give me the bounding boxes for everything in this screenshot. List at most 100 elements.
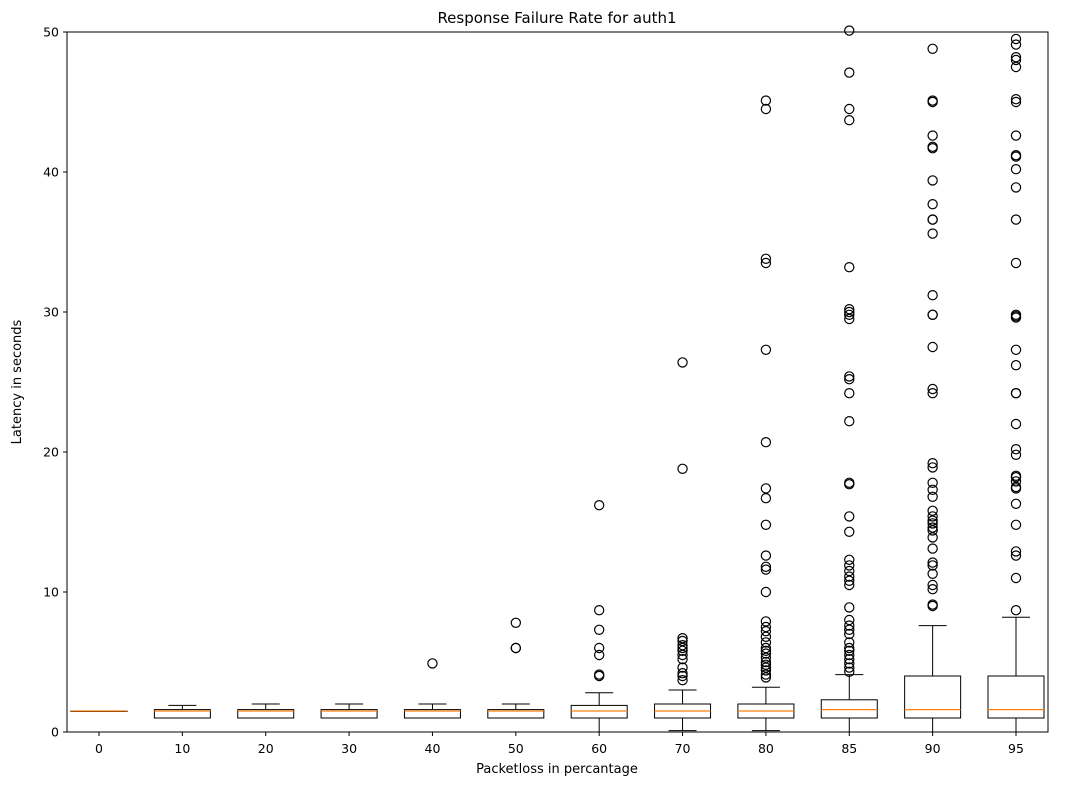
outlier-point (593, 642, 605, 654)
outlier-point (844, 67, 855, 78)
outlier-point (844, 645, 855, 657)
outlier-point (760, 672, 772, 683)
box-group (237, 703, 295, 719)
outlier-point (1010, 182, 1022, 193)
outlier-point (1010, 96, 1022, 108)
outlier-point (760, 519, 772, 531)
outlier-point (760, 344, 772, 355)
outlier-point (760, 621, 772, 633)
outlier-point (427, 658, 438, 669)
outlier-point (844, 306, 855, 318)
outlier-point (844, 579, 855, 591)
x-tick-label: 60 (591, 741, 607, 756)
outlier-point (844, 642, 855, 654)
outlier-point (1010, 344, 1022, 355)
box-group (904, 43, 962, 733)
outlier-point (927, 522, 938, 533)
y-tick-label: 50 (43, 25, 59, 40)
outlier-point (677, 670, 688, 682)
outlier-point (1010, 130, 1022, 141)
outlier-point (760, 656, 772, 668)
outlier-point (1010, 360, 1022, 371)
x-tick-label: 20 (258, 741, 274, 756)
outlier-point (760, 493, 772, 504)
outlier-point (927, 532, 938, 543)
outlier-point (677, 668, 688, 679)
outlier-point (927, 290, 938, 301)
outlier-point (844, 637, 855, 648)
box (820, 699, 878, 719)
outlier-point (927, 198, 938, 210)
outlier-point (927, 43, 938, 55)
box-group (70, 710, 128, 712)
outlier-point (760, 257, 772, 269)
outlier-point (760, 637, 772, 648)
outlier-point (1010, 550, 1022, 561)
chart-title: Response Failure Rate for auth1 (437, 9, 676, 27)
outlier-point (1010, 605, 1022, 616)
outlier-point (927, 568, 938, 580)
outlier-point (927, 383, 938, 395)
outlier-point (927, 477, 938, 488)
outlier-point (927, 511, 938, 522)
outlier-point (760, 95, 772, 106)
outlier-point (677, 640, 688, 651)
outlier-point (510, 617, 522, 629)
outlier-point (844, 103, 855, 115)
outlier-point (844, 526, 855, 538)
x-tick-label: 40 (425, 741, 441, 756)
outlier-point (760, 253, 772, 264)
outlier-point (1010, 498, 1022, 509)
plot-area (70, 25, 1045, 733)
box-group (153, 704, 211, 719)
outlier-point (844, 624, 855, 636)
outlier-point (1010, 470, 1022, 481)
y-tick-label: 0 (51, 725, 59, 740)
box-group (737, 95, 795, 732)
outlier-point (844, 560, 855, 571)
box (320, 709, 378, 719)
outlier-point (760, 626, 772, 637)
outlier-point (760, 550, 772, 561)
outlier-point (927, 599, 938, 610)
x-tick-label: 90 (925, 741, 941, 756)
outlier-point (760, 631, 772, 643)
outlier-point (760, 669, 772, 680)
outlier-point (844, 658, 855, 669)
outlier-point (844, 114, 855, 126)
outlier-point (844, 571, 855, 582)
outlier-point (677, 642, 688, 654)
box (987, 675, 1045, 719)
outlier-point (927, 543, 938, 554)
outlier-point (844, 614, 855, 626)
outlier-point (760, 483, 772, 494)
outlier-point (677, 662, 688, 673)
x-tick-label: 70 (675, 741, 691, 756)
x-tick-label: 30 (341, 741, 357, 756)
outlier-point (844, 309, 855, 320)
outlier-point (677, 649, 688, 661)
x-tick-label: 85 (841, 741, 857, 756)
y-tick-label: 40 (43, 165, 59, 180)
outlier-point (760, 586, 772, 598)
outlier-point (844, 262, 855, 273)
x-tick-label: 95 (1008, 741, 1024, 756)
x-tick-label: 10 (174, 741, 190, 756)
box (570, 704, 628, 719)
outlier-point (1010, 519, 1022, 531)
box-group (403, 658, 461, 719)
outlier-point (844, 649, 855, 661)
outlier-point (760, 564, 772, 575)
outlier-point (1010, 33, 1022, 45)
y-axis-label: Latency in seconds (10, 319, 25, 444)
outlier-point (927, 141, 938, 152)
outlier-point (760, 659, 772, 671)
outlier-point (844, 374, 855, 385)
outlier-point (760, 561, 772, 573)
outlier-point (677, 635, 688, 647)
outlier-point (760, 645, 772, 657)
outlier-point (844, 662, 855, 673)
outlier-point (927, 462, 938, 473)
outlier-point (927, 341, 938, 353)
